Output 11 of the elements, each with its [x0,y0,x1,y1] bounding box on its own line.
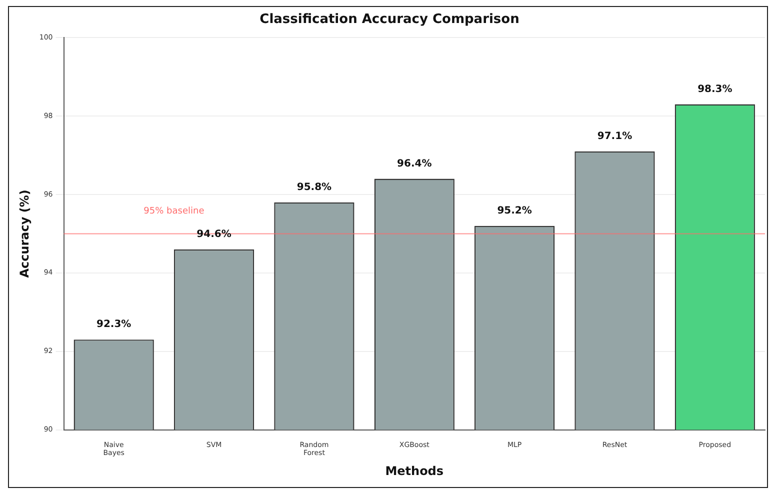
data-label: 97.1% [597,130,632,142]
data-label: 92.3% [96,319,132,330]
chart-title: Classification Accuracy Comparison [260,12,520,28]
data-label: 95.2% [497,205,532,216]
data-label: 94.6% [196,228,232,240]
data-label: 96.4% [397,158,432,170]
y-axis-title: Accuracy (%) [17,190,32,278]
data-label: 98.3% [698,84,732,95]
ref-line-label: 95% baseline [144,206,205,217]
x-axis-title: Methods [385,464,444,478]
data-label: 95.8% [296,182,332,193]
